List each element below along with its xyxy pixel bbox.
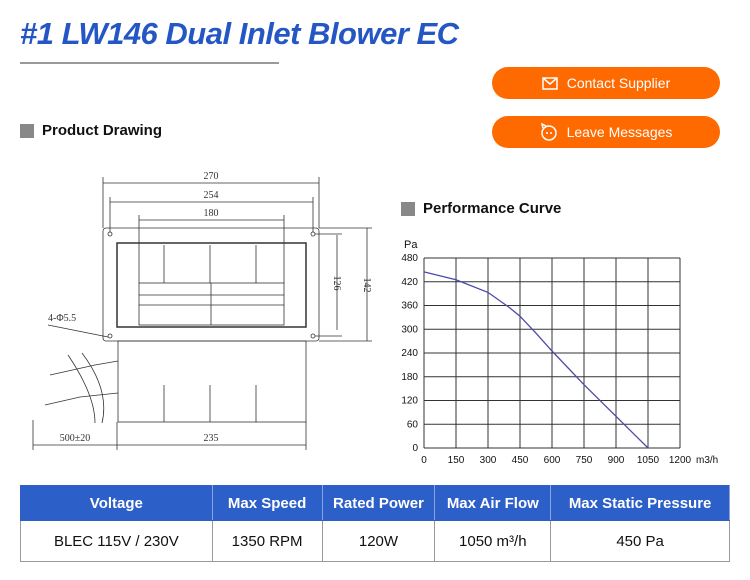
performance-curve-line [423,271,649,449]
col-max-air-flow: Max Air Flow [434,485,552,521]
col-voltage: Voltage [20,485,213,521]
title-divider [20,62,279,64]
dim-hole: 4-Φ5.5 [48,313,76,324]
dim-142: 142 [361,278,372,293]
performance-chart: Pa m3/h 0 150 300 450 600 750 900 1050 1200 0 60 12… [401,239,718,466]
cell-rated-power: 120W [321,520,436,562]
x-tick-label: 150 [448,455,465,466]
y-tick-label: 480 [401,253,418,264]
page-title: #1 LW146 Dual Inlet Blower EC [20,16,459,51]
product-drawing-heading: Product Drawing [20,122,162,139]
leave-messages-button[interactable]: Leave Messages [492,116,720,148]
x-tick-label: 600 [544,455,561,466]
performance-curve-heading: Performance Curve [401,200,561,217]
product-drawing: 270 254 180 126 142 4-Φ5.5 500±20 235 [32,171,372,450]
section-marker-icon [401,201,415,216]
table-row: BLEC 115V / 230V 1350 RPM 120W 1050 m³/h… [20,520,730,562]
contact-supplier-label: Contact Supplier [566,75,671,91]
dim-cable: 500±20 [60,433,91,444]
product-drawing-title: Product Drawing [42,122,163,139]
x-tick-label: 1200 [669,455,692,466]
cell-max-speed: 1350 RPM [211,520,323,562]
chart-title: Performance Curve [423,200,562,217]
dim-270: 270 [204,171,219,182]
chat-face-icon [540,123,558,141]
y-tick-label: 240 [401,348,418,359]
x-axis-label: m3/h [696,455,718,466]
y-tick-label: 420 [401,277,418,288]
x-tick-label: 450 [512,455,529,466]
dim-126: 126 [331,276,342,291]
y-tick-label: 120 [401,396,418,407]
specs-header-row: Voltage Max Speed Rated Power Max Air Fl… [20,485,730,521]
cell-max-air-flow: 1050 m³/h [434,520,552,562]
x-tick-label: 750 [576,455,593,466]
dim-180: 180 [204,208,219,219]
cell-voltage: BLEC 115V / 230V [20,520,213,562]
y-tick-label: 360 [401,301,418,312]
y-tick-label: 60 [407,419,419,430]
contact-supplier-button[interactable]: Contact Supplier [492,67,720,99]
dim-235: 235 [204,433,219,444]
x-tick-label: 0 [421,455,427,466]
y-axis-label: Pa [404,239,418,251]
y-tick-label: 180 [401,372,418,383]
x-tick-label: 300 [480,455,497,466]
x-tick-label: 1050 [637,455,660,466]
section-marker-icon [20,123,34,138]
envelope-icon [541,76,558,90]
dim-254: 254 [204,190,219,201]
y-tick-label: 0 [412,443,418,454]
leave-messages-label: Leave Messages [566,124,673,140]
col-rated-power: Rated Power [321,485,436,521]
col-max-speed: Max Speed [211,485,323,521]
cell-max-static-pressure: 450 Pa [550,520,730,562]
specs-table: Voltage Max Speed Rated Power Max Air Fl… [20,485,730,562]
y-tick-label: 300 [401,324,418,335]
x-tick-label: 900 [608,455,625,466]
col-max-static-pressure: Max Static Pressure [550,485,730,521]
